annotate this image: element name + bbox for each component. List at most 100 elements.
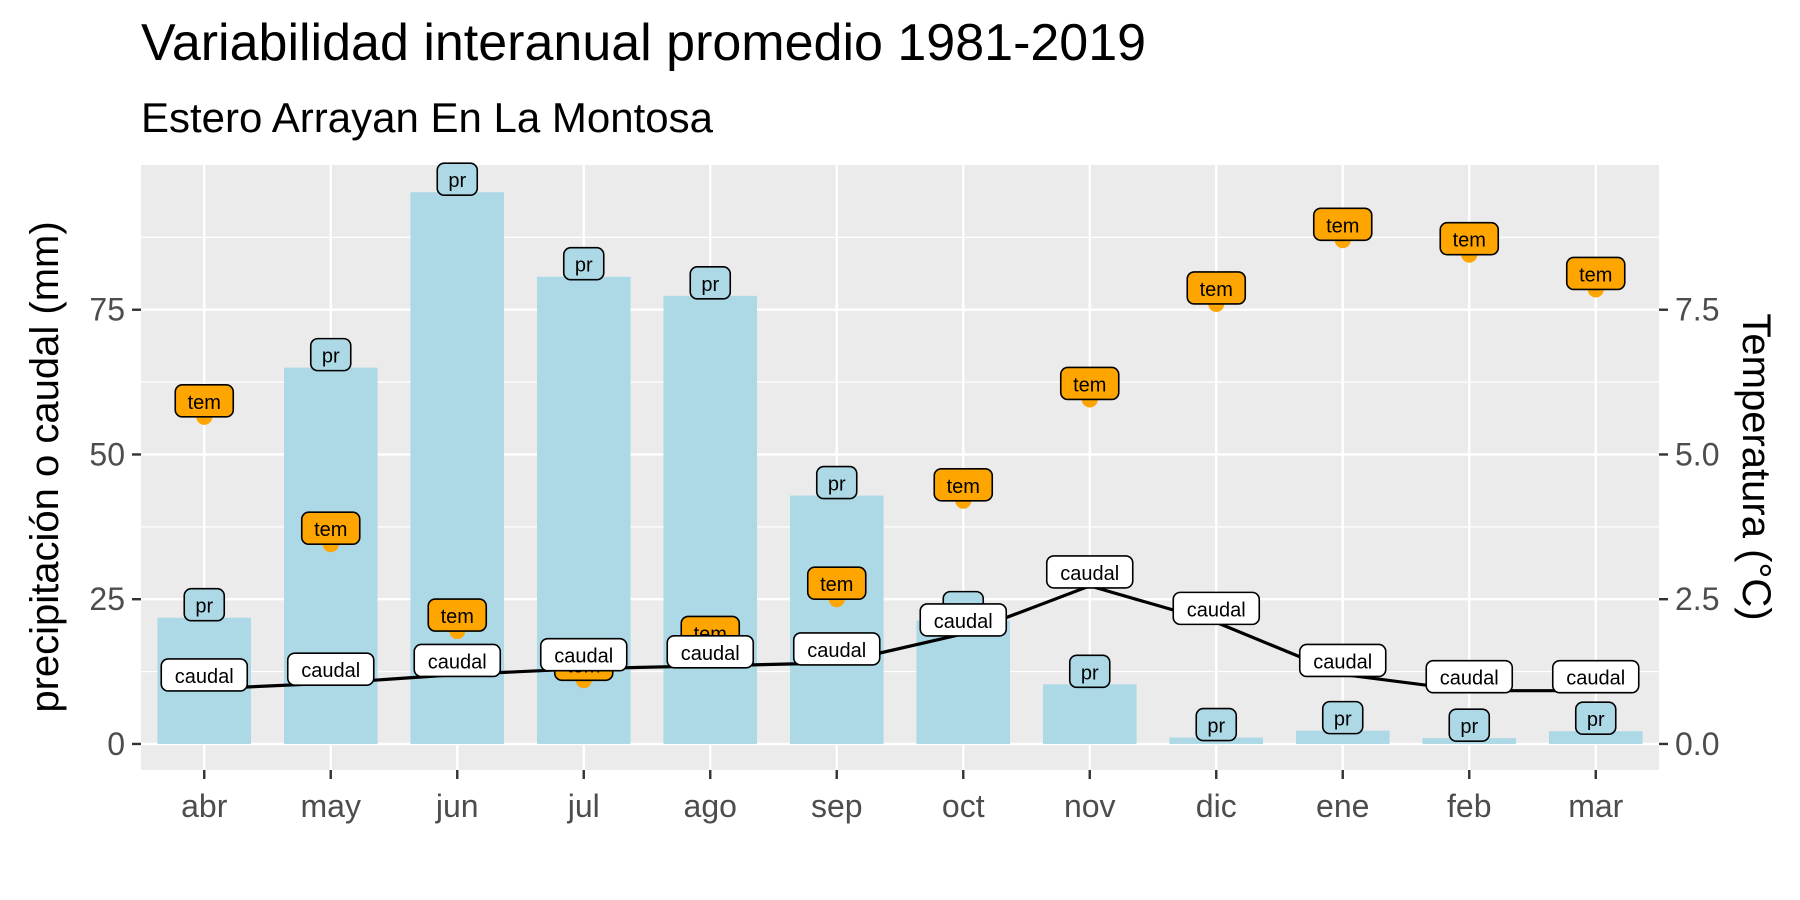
data-label-text: tem <box>1326 215 1359 237</box>
data-label-box <box>1059 366 1120 401</box>
data-label-tem: tem <box>806 566 867 601</box>
data-label-text: caudal <box>681 643 740 665</box>
x-tick-label: ene <box>1316 788 1369 824</box>
data-label-box <box>792 632 881 666</box>
data-label-box <box>1195 707 1238 742</box>
data-label-pr: pr <box>1448 708 1491 742</box>
data-label-box <box>1551 659 1640 694</box>
data-label-box <box>815 465 858 500</box>
x-tick-label: nov <box>1064 788 1116 824</box>
data-label-box <box>1448 708 1491 742</box>
data-label-text: pr <box>828 474 846 496</box>
data-label-text: tem <box>1579 264 1612 286</box>
data-label-box <box>427 598 488 632</box>
data-label-box <box>1425 659 1514 694</box>
data-label-pr: pr <box>689 266 732 300</box>
data-label-pr: pr <box>1068 654 1111 689</box>
data-label-box <box>1186 271 1247 305</box>
data-label-box <box>1565 256 1626 291</box>
data-label-box <box>1312 207 1373 242</box>
plot-panel <box>141 165 1659 770</box>
data-label-text: caudal <box>301 660 360 682</box>
data-label-box <box>300 511 361 546</box>
data-label-pr: pr <box>436 162 479 197</box>
data-label-text: tem <box>1073 374 1106 396</box>
bar-pr <box>283 367 378 744</box>
bar-pr <box>1042 684 1137 744</box>
data-label-box <box>806 566 867 601</box>
chart-subtitle: Estero Arrayan En La Montosa <box>141 94 714 141</box>
data-label-pr: pr <box>562 246 605 281</box>
x-tick-label: oct <box>942 788 985 824</box>
chart-title: Variabilidad interanual promedio 1981-20… <box>141 14 1146 72</box>
data-label-text: pr <box>448 170 466 192</box>
data-label-pr: pr <box>183 587 226 622</box>
data-label-text: tem <box>947 476 980 498</box>
data-label-text: pr <box>195 596 213 618</box>
data-label-box <box>1321 700 1364 735</box>
data-label-pr: pr <box>815 465 858 500</box>
data-label-caudal: caudal <box>1298 643 1387 678</box>
data-label-text: pr <box>1587 709 1605 731</box>
data-label-text: caudal <box>428 651 487 673</box>
x-tick-label: ago <box>684 788 737 824</box>
data-label-tem: tem <box>300 511 361 546</box>
data-label-text: caudal <box>934 611 993 633</box>
data-label-box <box>1172 591 1261 626</box>
data-label-caudal: caudal <box>160 658 249 692</box>
data-label-text: tem <box>1453 230 1486 252</box>
y-tick-label: 75 <box>89 292 125 328</box>
y-tick-label: 0 <box>107 726 125 762</box>
data-label-box <box>562 246 605 281</box>
x-tick-label: may <box>301 788 361 824</box>
data-label-tem: tem <box>1186 271 1247 305</box>
y-tick-label-right: 5.0 <box>1675 436 1719 472</box>
y-tick-label-right: 7.5 <box>1675 292 1719 328</box>
data-label-box <box>1298 643 1387 678</box>
axes: 0 25 50 75 0.0 2.5 5.0 7.5 abr may jun jul ago sep oct… <box>89 292 1719 824</box>
data-label-tem: tem <box>933 467 994 502</box>
data-label-text: caudal <box>807 640 866 662</box>
data-label-box <box>160 658 249 692</box>
data-label-tem: tem <box>1439 221 1500 256</box>
data-label-text: tem <box>820 574 853 596</box>
data-label-caudal: caudal <box>1551 659 1640 694</box>
bar-pr <box>663 295 758 744</box>
data-label-caudal: caudal <box>1172 591 1261 626</box>
data-label-box <box>286 652 375 686</box>
data-label-box <box>1068 654 1111 689</box>
data-label-text: caudal <box>1566 668 1625 690</box>
y-tick-label-right: 2.5 <box>1675 581 1719 617</box>
data-label-box <box>919 603 1008 637</box>
y-axis-title: precipitación o caudal (mm) <box>23 221 67 712</box>
data-label-box <box>689 266 732 300</box>
data-label-box <box>1045 555 1134 589</box>
data-label-pr: pr <box>309 337 352 372</box>
data-label-box <box>539 637 628 672</box>
data-label-text: tem <box>441 606 474 628</box>
data-label-text: caudal <box>1313 651 1372 673</box>
y-tick-label: 25 <box>89 581 125 617</box>
data-labels: prprprprprprprprprprprprtemtemtemtemtemt… <box>160 162 1640 742</box>
data-label-text: pr <box>701 274 719 296</box>
data-label-tem: tem <box>1565 256 1626 291</box>
data-label-text: pr <box>575 255 593 277</box>
data-label-text: caudal <box>554 646 613 668</box>
data-label-text: caudal <box>175 666 234 688</box>
x-tick-label: feb <box>1447 788 1491 824</box>
data-label-box <box>436 162 479 197</box>
data-label-text: pr <box>1460 716 1478 738</box>
data-label-text: caudal <box>1060 563 1119 585</box>
data-label-text: caudal <box>1440 668 1499 690</box>
data-label-text: tem <box>1200 279 1233 301</box>
bar-pr <box>1295 730 1390 744</box>
data-label-caudal: caudal <box>792 632 881 666</box>
y-tick-label-right: 0.0 <box>1675 726 1719 762</box>
y-tick-label: 50 <box>89 436 125 472</box>
data-label-box <box>1439 221 1500 256</box>
data-label-caudal: caudal <box>1045 555 1134 589</box>
data-label-text: pr <box>1207 716 1225 738</box>
bar-pr <box>916 620 1011 744</box>
